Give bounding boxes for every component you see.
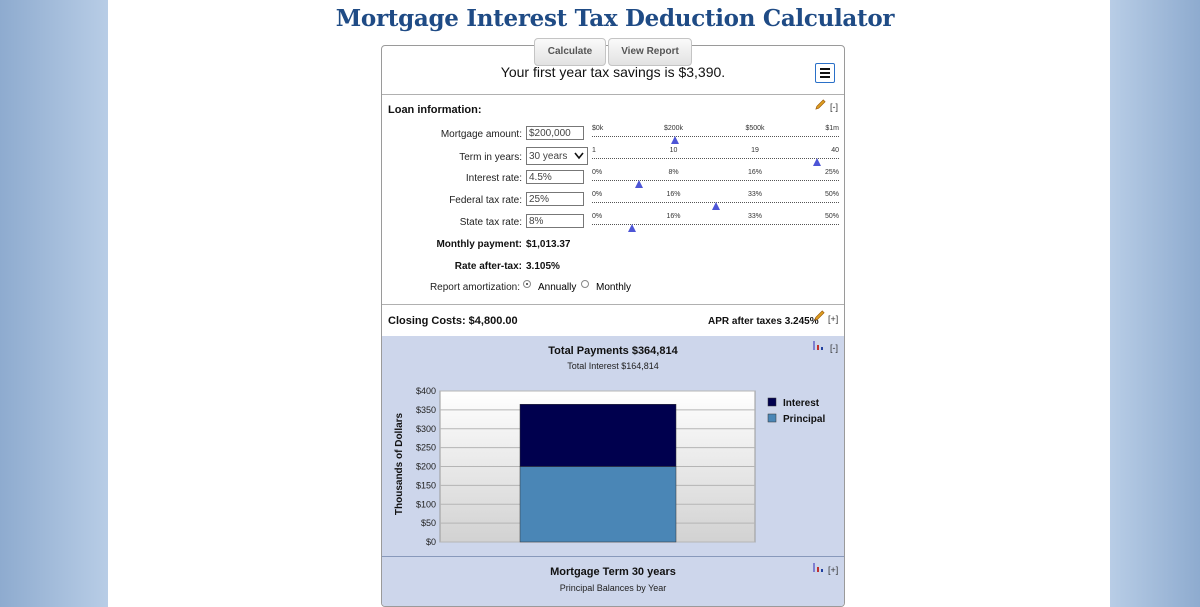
chart-type-icon[interactable] [812,562,824,572]
apr-after-taxes: APR after taxes 3.245% [708,316,819,327]
federal-tax-label: Federal tax rate: [449,195,522,206]
mortgage-amount-input[interactable] [526,126,584,140]
closing-costs-heading[interactable]: Closing Costs: $4,800.00 [388,315,518,327]
slider-tick: 50% [824,191,839,198]
slider-tick: $0k [592,125,604,132]
slider-tick: 16% [748,169,763,176]
rate-after-tax-value: 3.105% [526,261,560,272]
y-tick-label: $200 [416,462,436,472]
annually-label: Annually [538,282,577,293]
term-label: Term in years: [459,152,522,163]
total-payments-chart: Thousands of Dollars $0 $50 $100 $150 $200 $2… [394,386,825,547]
slider-tick: $500k [745,125,765,132]
closing-expand-toggle[interactable]: [+] [828,314,839,324]
interest-rate-input[interactable] [526,170,584,184]
slider-track [592,136,839,137]
page-title: Mortgage Interest Tax Deduction Calculat… [335,5,895,32]
amortization-label: Report amortization: [429,282,520,293]
slider-tick: 8% [668,169,679,176]
chart-section: [-] Total Payments $364,814 Total Intere… [382,336,844,606]
slider-thumb[interactable] [711,202,720,210]
slider-tick: $200k [663,125,684,132]
view-report-tab[interactable]: View Report [608,38,692,66]
legend-label: Principal [783,414,825,425]
slider-track [592,224,839,225]
slider-thumb[interactable] [812,158,821,166]
slider-tick: $1m [825,125,839,132]
calculator-panel: Your first year tax savings is $3,390. L… [381,45,845,607]
slider-thumb[interactable] [634,180,643,188]
interest-rate-label: Interest rate: [465,173,522,184]
federal-tax-slider[interactable]: 0% 16% 33% 50% [592,191,839,211]
chart-type-icon[interactable] [812,340,824,350]
interest-rate-slider[interactable]: 0% 8% 16% 25% [592,169,839,189]
state-tax-label: State tax rate: [459,217,522,228]
y-tick-label: $0 [426,537,436,547]
bar-principal [519,466,677,543]
state-tax-slider[interactable]: 0% 16% 33% 50% [592,213,839,233]
annually-radio[interactable] [523,280,531,288]
chevron-down-icon [574,152,584,160]
monthly-payment-label: Monthly payment: [436,239,522,250]
pencil-icon[interactable] [815,99,826,110]
term-select-value: 30 years [529,151,568,162]
slider-tick: 33% [748,213,763,220]
slider-track [592,180,839,181]
bar-interest [519,404,677,467]
legend-label: Interest [783,398,820,409]
slider-tick: 50% [824,213,839,220]
term-slider[interactable]: 1 10 19 40 [592,147,839,167]
term-select[interactable]: 30 years [526,147,588,165]
y-tick-label: $100 [416,499,436,509]
chart-collapse-toggle[interactable]: [-] [830,343,838,353]
slider-tick: 16% [666,213,681,220]
slider-thumb[interactable] [670,136,679,144]
legend-swatch [767,413,777,423]
slider-tick: 0% [592,169,603,176]
slider-tick: 16% [666,191,681,198]
menu-icon[interactable] [815,63,835,83]
loan-info-heading: Loan information: [388,104,482,116]
y-tick-label: $350 [416,405,436,415]
y-tick-label: $250 [416,443,436,453]
y-tick-label: $150 [416,480,436,490]
term-section-title: Mortgage Term 30 years [550,566,676,578]
slider-tick: 10 [669,147,678,154]
y-axis-label: Thousands of Dollars [394,412,405,515]
y-tick-label: $300 [416,424,436,434]
slider-thumb[interactable] [627,224,636,232]
slider-tick: 25% [824,169,839,176]
chart-subtitle: Total Interest $164,814 [567,361,659,371]
slider-tick: 19 [751,147,759,154]
slider-tick: 40 [831,147,839,154]
term-section-subtitle: Principal Balances by Year [559,583,667,593]
monthly-label: Monthly [596,282,632,293]
calculate-tab[interactable]: Calculate [534,38,606,66]
federal-tax-input[interactable] [526,192,584,206]
y-tick-label: $50 [421,518,436,528]
pencil-icon[interactable] [814,310,825,321]
y-tick-label: $400 [416,386,436,396]
slider-tick: 0% [592,213,603,220]
savings-summary: Your first year tax savings is $3,390. [500,64,726,80]
monthly-payment-value: $1,013.37 [526,239,571,250]
mortgage-amount-label: Mortgage amount: [440,129,522,140]
slider-tick: 33% [748,191,763,198]
slider-tick: 0% [592,191,603,198]
slider-track [592,158,839,159]
legend-swatch [767,397,777,407]
state-tax-input[interactable] [526,214,584,228]
monthly-radio[interactable] [581,280,589,288]
slider-tick: 1 [592,147,596,154]
loan-collapse-toggle[interactable]: [-] [830,102,838,112]
term-expand-toggle[interactable]: [+] [828,565,839,575]
mortgage-amount-slider[interactable]: $0k $200k $500k $1m [592,125,839,145]
chart-title: Total Payments $364,814 [548,345,678,357]
rate-after-tax-label: Rate after-tax: [454,261,522,272]
